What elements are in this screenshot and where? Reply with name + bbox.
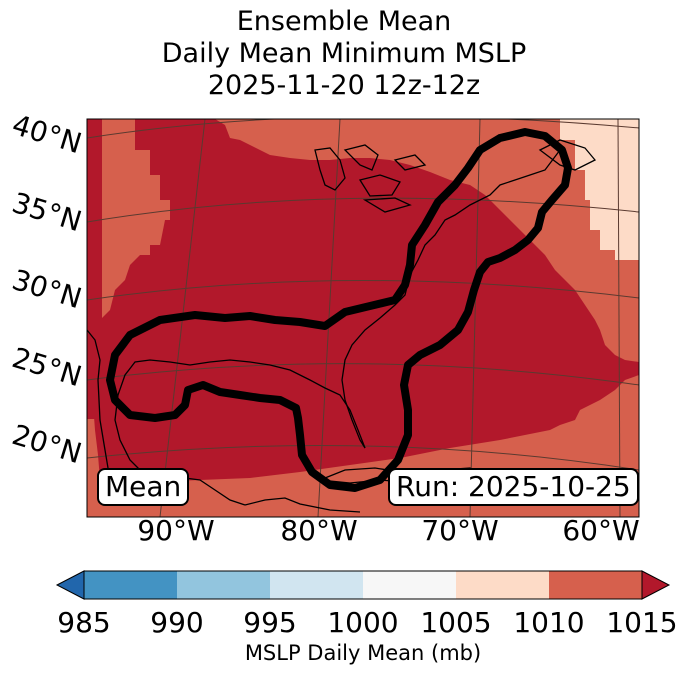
- colorbar-tick-1010: 1010: [513, 606, 585, 639]
- colorbar-bin-985-990: [84, 571, 177, 599]
- run-label: Run: 2025-10-25: [388, 468, 639, 506]
- colorbar: [55, 570, 671, 600]
- colorbar-tick-1000: 1000: [327, 606, 399, 639]
- mean-label: Mean: [97, 468, 190, 506]
- graticule: [87, 119, 639, 517]
- colorbar-bin-995-1000: [270, 571, 363, 599]
- pressure-contour: [106, 128, 572, 492]
- colorbar-tick-1005: 1005: [420, 606, 492, 639]
- pressure-field-high-left: [87, 119, 102, 419]
- colorbar-bin-990-995: [177, 571, 270, 599]
- colorbar-tick-1015: 1015: [606, 606, 678, 639]
- colorbar-tick-995: 995: [243, 606, 297, 639]
- colorbar-extend-low: [55, 570, 85, 600]
- coast-nova-scotia: [538, 139, 597, 171]
- lon-label-80: 80°W: [280, 514, 358, 547]
- grid-lat-35: [87, 197, 639, 223]
- coast-great-lakes: [314, 144, 427, 213]
- lon-label-60: 60°W: [562, 514, 640, 547]
- lon-label-70: 70°W: [421, 514, 499, 547]
- colorbar-bin-1005-1010: [456, 571, 549, 599]
- colorbar-bin-1010-1015: [549, 571, 642, 599]
- colorbar-tick-985: 985: [57, 606, 111, 639]
- lon-label-90: 90°W: [137, 514, 215, 547]
- coast-central-america: [244, 497, 361, 513]
- coast-east: [341, 149, 561, 449]
- colorbar-frame: [83, 570, 643, 600]
- grid-lon-80: [317, 119, 341, 517]
- grid-lat-30: [87, 280, 639, 301]
- title-line-3: 2025-11-20 12z-12z: [207, 70, 481, 101]
- grid-lat-40: [87, 119, 639, 139]
- grid-lat-20: [87, 445, 639, 471]
- grid-lon-70: [469, 119, 481, 517]
- map-frame: [86, 118, 640, 518]
- grid-lat-25: [87, 363, 639, 386]
- title-line-1: Ensemble Mean: [236, 6, 452, 37]
- colorbar-label: MSLP Daily Mean (mb): [244, 641, 482, 665]
- title-line-2: Daily Mean Minimum MSLP: [161, 38, 527, 69]
- colorbar-bin-1000-1005: [363, 571, 456, 599]
- colorbar-extend-high: [641, 570, 671, 600]
- pressure-field-low: [560, 119, 639, 260]
- colorbar-tick-990: 990: [150, 606, 204, 639]
- grid-lon-60: [617, 119, 621, 517]
